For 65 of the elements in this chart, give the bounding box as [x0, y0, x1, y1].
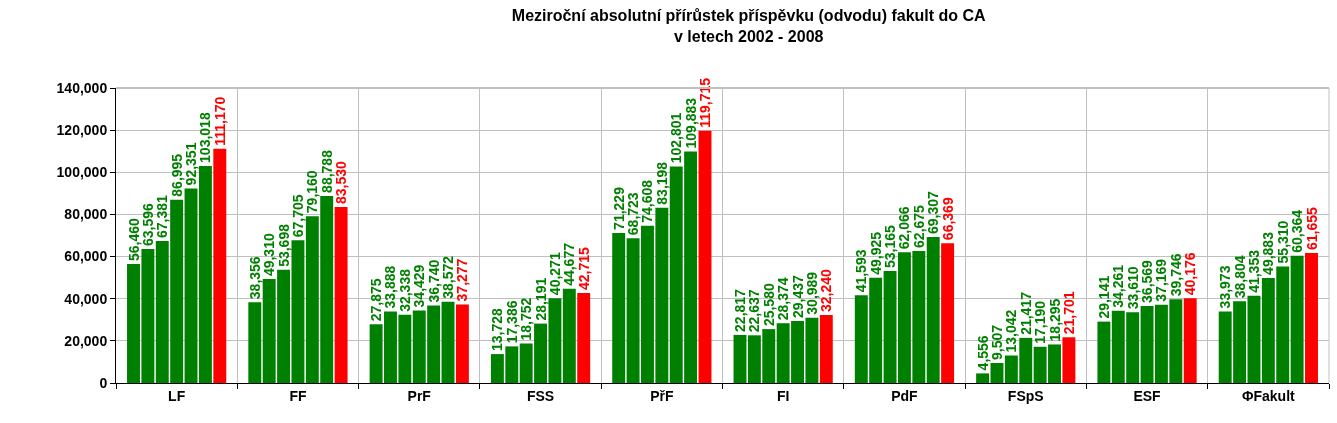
y-tick-label: 0 [99, 374, 108, 391]
bar [441, 301, 455, 383]
bar [577, 292, 591, 383]
bar [941, 243, 955, 383]
x-tick-label: FSpS [1007, 387, 1044, 404]
bar [562, 288, 576, 383]
y-tick-label: 60,000 [64, 248, 108, 265]
data-label: 88,788 [318, 149, 335, 193]
data-label: 49,310 [261, 233, 278, 277]
bar [334, 206, 348, 383]
x-tick-label: ΦFakult [1241, 387, 1296, 404]
data-label: 49,925 [867, 231, 884, 275]
x-tick-label: PdF [891, 387, 919, 404]
data-label: 29,141 [1095, 275, 1112, 319]
y-tick-label: 40,000 [64, 290, 108, 307]
data-label: 21,417 [1017, 291, 1034, 335]
data-label: 62,066 [896, 206, 913, 250]
data-label: 33,973 [1217, 265, 1234, 309]
y-tick-label: 20,000 [64, 332, 108, 349]
x-tick-label: ESF [1133, 387, 1162, 404]
bar [1062, 337, 1076, 383]
y-tick-label: 120,000 [56, 122, 108, 139]
data-label: 49,883 [1260, 231, 1277, 275]
bar [1097, 321, 1111, 383]
data-label: 56,460 [125, 218, 142, 262]
data-label: 83,198 [653, 161, 670, 205]
bar [926, 236, 940, 383]
data-label: 38,356 [246, 256, 263, 300]
y-tick-label: 100,000 [56, 164, 108, 181]
bar [1305, 253, 1318, 383]
data-label: 79,160 [304, 170, 321, 214]
data-label: 67,705 [289, 194, 306, 238]
x-tick-label: LF [168, 387, 186, 404]
data-label: 41,593 [853, 249, 870, 293]
bar [819, 315, 833, 383]
x-tick-label: PrF [407, 387, 432, 404]
bar [990, 362, 1004, 383]
x-tick-label: FI [776, 387, 790, 404]
data-label: 71,229 [610, 186, 627, 230]
data-label: 28,191 [532, 277, 549, 321]
data-label: 102,801 [668, 112, 685, 164]
data-label: 40,271 [546, 252, 563, 296]
data-label: 9,507 [988, 324, 1005, 360]
bar [1183, 298, 1197, 383]
x-tick-label: FSS [526, 387, 555, 404]
bar [1290, 255, 1304, 383]
data-label: 27,875 [368, 278, 385, 322]
bar [1247, 295, 1261, 383]
bar [976, 373, 990, 383]
x-tick-label: PřF [650, 387, 674, 404]
chart-title: Meziroční absolutní přírůstek příspěvku (odvodu) fakult do CA v letech 2002 - 2008 [511, 7, 987, 45]
y-tick-label: 140,000 [56, 79, 108, 96]
data-label: 86,995 [168, 153, 185, 197]
data-label: 13,728 [489, 308, 506, 352]
x-tick-label: FF [289, 387, 307, 404]
bar [455, 304, 469, 383]
y-tick-label: 80,000 [64, 206, 108, 223]
bar [248, 302, 262, 383]
bar [213, 148, 227, 383]
bar [612, 232, 626, 383]
data-label: 103,018 [197, 112, 214, 163]
data-label: 22,817 [732, 288, 748, 332]
bar [733, 334, 747, 383]
bar [698, 130, 712, 383]
data-label: 4,556 [974, 335, 991, 371]
